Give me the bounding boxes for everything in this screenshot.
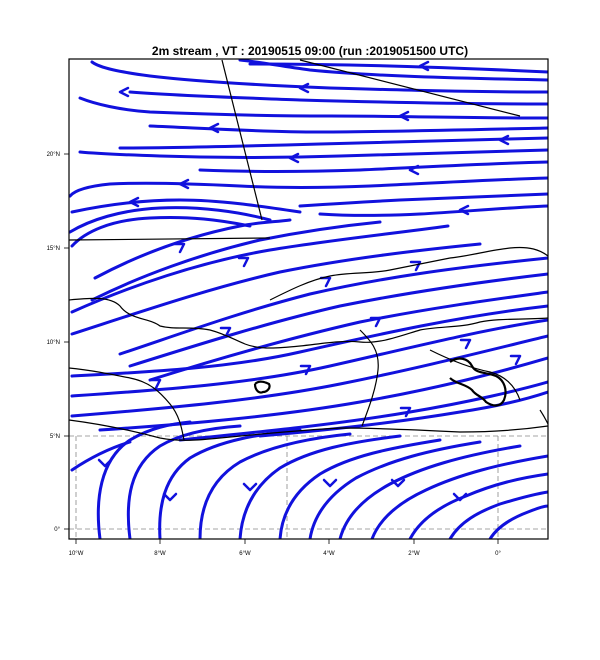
lon-tick-label: 8°W <box>154 551 166 557</box>
lon-tick-label: 2°W <box>408 551 420 557</box>
lon-tick-label: 6°W <box>239 551 251 557</box>
lon-tick-label: 4°W <box>323 551 335 557</box>
lat-tick-label: 5°N <box>50 434 60 440</box>
lat-axis <box>64 154 69 529</box>
lon-tick-label: 0° <box>495 551 501 557</box>
lon-tick-label: 10°W <box>69 551 84 557</box>
lat-tick-label: 15°N <box>47 246 60 252</box>
lon-axis <box>76 539 498 544</box>
lat-tick-label: 20°N <box>47 152 60 158</box>
lat-tick-label: 10°N <box>47 340 60 346</box>
lat-tick-label: 0° <box>54 527 60 533</box>
